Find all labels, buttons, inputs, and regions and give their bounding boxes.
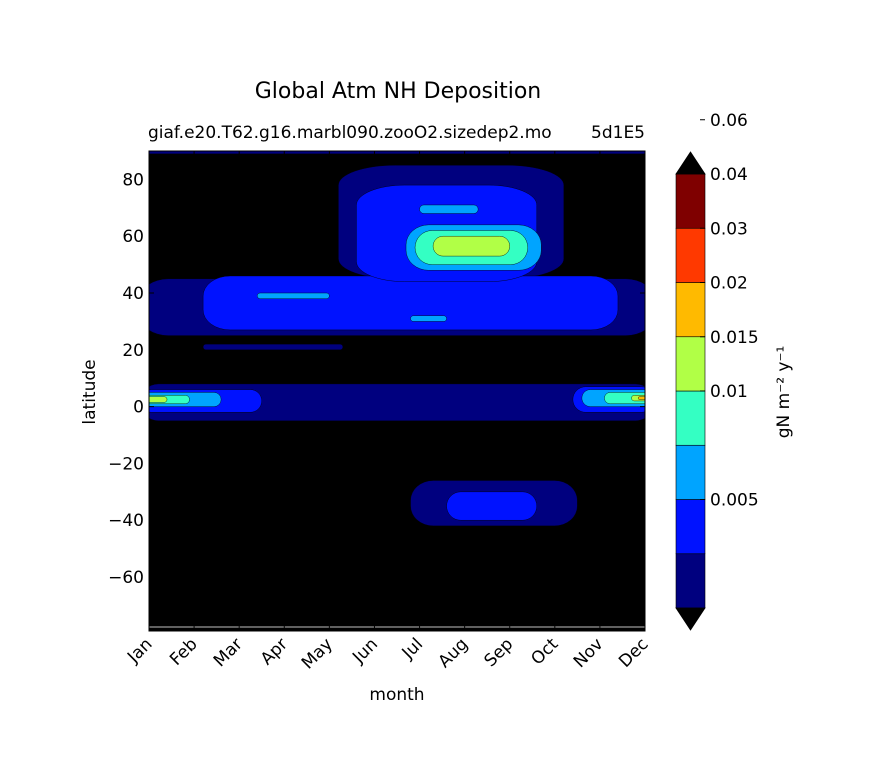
x-tick-label: Feb xyxy=(166,634,201,669)
x-tick-label: Dec xyxy=(615,634,652,671)
y-axis-label: latitude xyxy=(80,359,100,424)
colorbar-tick-label: 0.06 xyxy=(710,111,748,131)
chart-title: Global Atm NH Deposition xyxy=(255,79,542,104)
contour-region-6 xyxy=(202,275,619,331)
contour-region-5 xyxy=(202,343,344,351)
contour-region-3 xyxy=(149,383,645,422)
plot-area xyxy=(148,150,646,632)
colorbar-tick-label: 0.02 xyxy=(710,274,748,294)
contour-region-19 xyxy=(604,392,645,404)
colorbar-segment-6 xyxy=(675,227,706,283)
colorbar-segment-2 xyxy=(675,444,706,500)
x-tick-label: Aug xyxy=(435,634,473,672)
x-tick-label: Jun xyxy=(348,634,382,668)
contour-region-0 xyxy=(149,151,645,155)
y-axis: 80 60 40 20 0 −20 −40 −60 xyxy=(108,170,645,588)
x-tick-label: May xyxy=(298,634,337,673)
y-tick-label: 40 xyxy=(122,284,144,304)
contour-region-11 xyxy=(257,292,330,299)
contour-region-20 xyxy=(432,236,510,257)
colorbar-segment-0 xyxy=(675,553,706,609)
x-axis-label: month xyxy=(369,685,424,705)
x-tick-label: Jan xyxy=(123,634,156,667)
contour-region-21 xyxy=(149,396,168,403)
x-tick-label: Sep xyxy=(480,634,517,671)
colorbar-segment-4 xyxy=(675,336,706,392)
x-tick-label: Oct xyxy=(527,634,562,669)
colorbar-tick-label: 0.04 xyxy=(710,165,748,185)
chart-subtitle-exponent: 5d1E5 xyxy=(591,123,645,143)
contour-region-13 xyxy=(410,315,447,322)
y-tick-label: 0 xyxy=(133,398,144,418)
x-tick-label: Jul xyxy=(398,634,427,663)
y-tick-label: 60 xyxy=(122,227,144,247)
colorbar-tick-label: 0.005 xyxy=(710,491,759,511)
contour-region-14 xyxy=(419,204,479,214)
colorbar: 0.005 0.01 0.015 0.02 0.03 0.04 0.06 xyxy=(675,111,759,631)
colorbar-tick-label: 0.01 xyxy=(710,382,748,402)
contour-region-23 xyxy=(638,396,645,400)
colorbar-segment-3 xyxy=(675,390,706,446)
y-tick-label: −60 xyxy=(108,568,144,588)
colorbar-tick-label: 0.03 xyxy=(710,219,748,239)
x-tick-label: Mar xyxy=(210,634,247,671)
y-tick-label: −40 xyxy=(108,511,144,531)
colorbar-segment-5 xyxy=(675,282,706,338)
y-tick-label: 80 xyxy=(122,170,144,190)
colorbar-tick-label: 0.015 xyxy=(710,328,759,348)
colorbar-extend-min xyxy=(675,607,706,631)
colorbar-label: gN m⁻² y⁻¹ xyxy=(774,346,794,439)
y-tick-label: −20 xyxy=(108,454,144,474)
x-tick-label: Nov xyxy=(570,634,608,672)
plot-frame xyxy=(148,150,646,632)
colorbar-segment-1 xyxy=(675,499,706,555)
chart-subtitle: giaf.e20.T62.g16.marbl090.zooO2.sizedep2… xyxy=(148,123,552,143)
contour-regions xyxy=(149,151,645,527)
x-tick-label: Apr xyxy=(257,634,292,669)
colorbar-extend-max xyxy=(675,151,706,175)
y-tick-label: 20 xyxy=(122,341,144,361)
colorbar-segment-7 xyxy=(675,173,706,229)
contour-region-10 xyxy=(446,491,537,521)
